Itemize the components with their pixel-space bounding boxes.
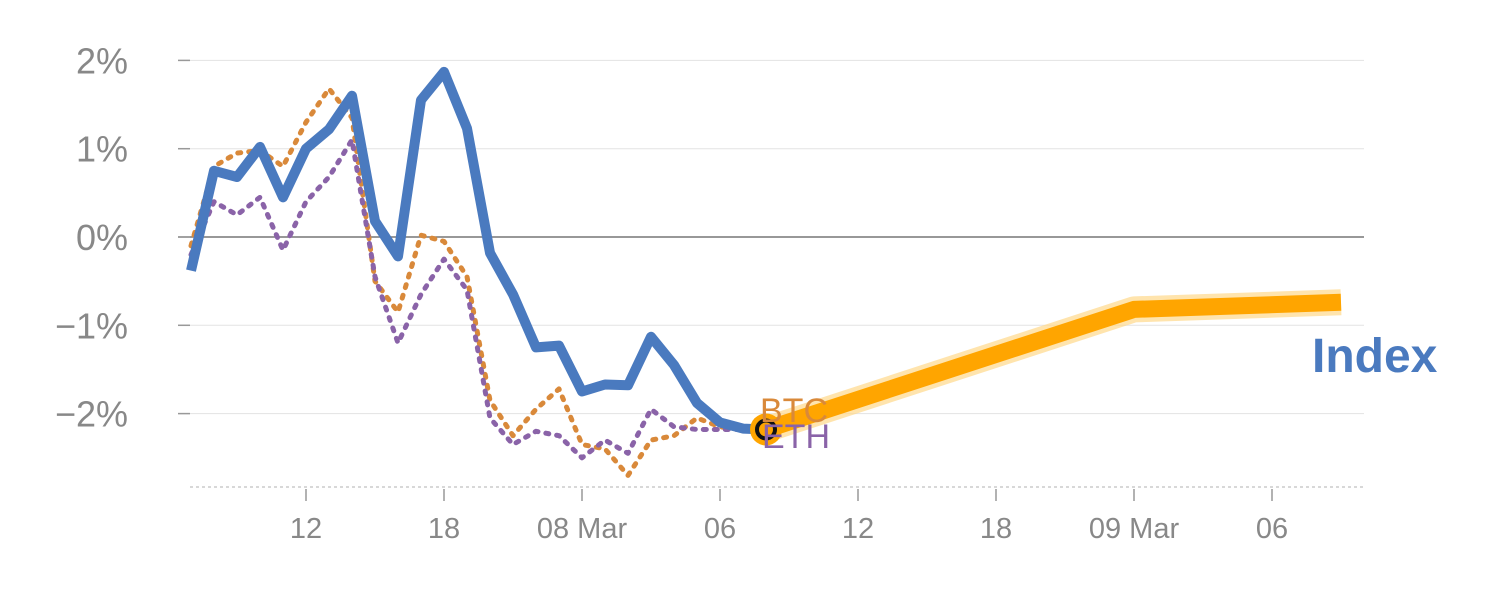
series-btc-line [188, 86, 769, 478]
x-tick-label: 18 [980, 513, 1012, 545]
grid-layer [178, 59, 1364, 415]
series-index-projection [763, 293, 1342, 438]
series-label-eth: ETH [762, 418, 830, 456]
y-tick-label: −2% [55, 394, 128, 435]
x-tick-label: 12 [842, 513, 874, 545]
label-layer: BTC ETH Index [760, 330, 1438, 456]
series-index-line [186, 66, 767, 435]
series-layer [186, 66, 1342, 478]
series-label-btc: BTC [760, 392, 828, 430]
end-marker-inner [755, 418, 777, 441]
axis-layer: 2% 1% 0% −1% −2% 12 18 08 Mar 06 12 18 09 Mar 06 [55, 40, 1364, 545]
x-tick-label: 09 Mar [1089, 513, 1180, 545]
x-tick-label: 18 [428, 513, 460, 545]
series-eth-line [188, 137, 769, 461]
y-tick-label: −1% [55, 305, 128, 346]
y-tick-label: 2% [76, 40, 128, 81]
projection-glow [761, 289, 1342, 442]
x-tick-label: 06 [1256, 513, 1288, 545]
y-tick-label: 1% [76, 129, 128, 170]
x-tick-label: 12 [290, 513, 322, 545]
y-tick-label: 0% [76, 217, 128, 258]
x-tick-label: 06 [704, 513, 736, 545]
series-label-index: Index [1312, 330, 1438, 383]
x-tick-label: 08 Mar [537, 513, 628, 545]
